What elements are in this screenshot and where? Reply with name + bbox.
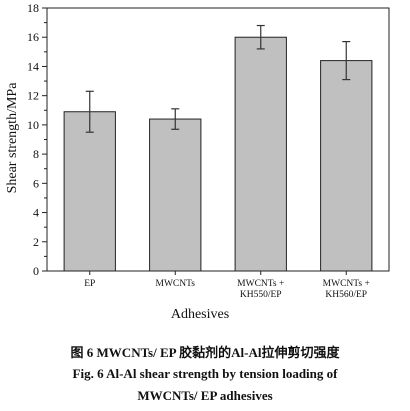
y-tick-label: 12: [27, 89, 39, 103]
y-axis-title: Shear strength/MPa: [5, 82, 20, 194]
x-category-label-line: KH560/EP: [325, 290, 367, 300]
y-tick-label: 10: [27, 118, 39, 132]
bar: [320, 60, 373, 272]
x-category-label: MWCNTs: [156, 279, 196, 289]
figure-caption-english-line2: MWCNTs/ EP adhesives: [137, 388, 273, 403]
x-category-label: EP: [84, 279, 95, 289]
figure-caption-chinese: 图 6 MWCNTs/ EP 胶黏剂的Al-Al拉伸剪切强度: [70, 345, 340, 360]
x-category-label-line: EP: [84, 279, 95, 289]
y-tick-label: 18: [27, 1, 39, 15]
y-tick-label: 16: [27, 30, 39, 44]
figure-caption-english-line1: Fig. 6 Al-Al shear strength by tension l…: [72, 366, 338, 381]
x-category-label-line: KH550/EP: [240, 290, 282, 300]
bar: [149, 118, 202, 272]
bar: [63, 111, 116, 272]
y-tick-label: 14: [27, 59, 39, 73]
x-category-label: MWCNTs + KH550/EP: [237, 279, 284, 300]
x-category-label-line: MWCNTs +: [323, 279, 370, 289]
y-tick-label: 8: [33, 147, 39, 161]
x-category-label: MWCNTs + KH560/EP: [323, 279, 370, 300]
y-tick-label: 0: [33, 264, 39, 278]
y-tick-label: 4: [33, 206, 39, 220]
x-category-label-line: MWCNTs +: [237, 279, 284, 289]
x-category-label-line: MWCNTs: [156, 279, 196, 289]
x-axis-title: Adhesives: [171, 307, 229, 322]
y-tick-label: 6: [33, 176, 39, 190]
bar: [234, 36, 287, 272]
y-tick-label: 2: [33, 235, 39, 249]
